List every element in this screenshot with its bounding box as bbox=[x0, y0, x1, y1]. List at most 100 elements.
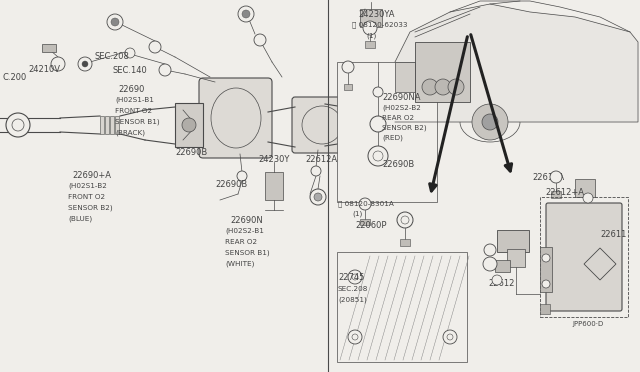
Text: 22690+A: 22690+A bbox=[72, 170, 111, 180]
Bar bbox=[395, 62, 415, 92]
Circle shape bbox=[348, 330, 362, 344]
Text: REAR O2: REAR O2 bbox=[225, 239, 257, 245]
Text: 22690N: 22690N bbox=[230, 215, 263, 224]
Text: 22745: 22745 bbox=[338, 273, 364, 282]
Text: FRONT O2: FRONT O2 bbox=[115, 108, 152, 114]
Circle shape bbox=[6, 113, 30, 137]
FancyBboxPatch shape bbox=[546, 203, 622, 311]
Circle shape bbox=[310, 189, 326, 205]
Bar bbox=[42, 44, 56, 52]
Circle shape bbox=[373, 87, 383, 97]
Bar bbox=[551, 191, 561, 198]
Circle shape bbox=[82, 61, 88, 67]
Bar bbox=[400, 239, 410, 246]
Circle shape bbox=[242, 10, 250, 18]
Circle shape bbox=[107, 14, 123, 30]
Circle shape bbox=[443, 330, 457, 344]
Text: 22690NA: 22690NA bbox=[382, 93, 420, 102]
Bar bbox=[265, 172, 283, 200]
Text: 22612+A: 22612+A bbox=[545, 187, 584, 196]
Text: (H02S2-B1: (H02S2-B1 bbox=[225, 228, 264, 234]
Circle shape bbox=[472, 104, 508, 140]
Text: 22060P: 22060P bbox=[355, 221, 387, 230]
Text: Ⓑ 08120-8301A: Ⓑ 08120-8301A bbox=[338, 201, 394, 207]
Text: 22611: 22611 bbox=[600, 230, 627, 238]
Bar bbox=[360, 219, 370, 225]
Circle shape bbox=[482, 114, 498, 130]
Bar bbox=[415, 42, 470, 102]
Bar bbox=[540, 197, 628, 317]
Bar bbox=[175, 103, 203, 147]
Bar bbox=[100, 116, 104, 134]
Circle shape bbox=[363, 21, 377, 35]
Text: (WHITE): (WHITE) bbox=[225, 261, 254, 267]
Circle shape bbox=[159, 64, 171, 76]
Circle shape bbox=[359, 198, 371, 210]
Bar bbox=[497, 230, 529, 252]
Circle shape bbox=[342, 61, 354, 73]
Text: JPP600·D: JPP600·D bbox=[572, 321, 604, 327]
Text: SENSOR B1): SENSOR B1) bbox=[115, 119, 159, 125]
Circle shape bbox=[311, 166, 321, 176]
Text: 22690B: 22690B bbox=[215, 180, 247, 189]
Circle shape bbox=[483, 257, 497, 271]
Bar bbox=[360, 9, 382, 27]
Polygon shape bbox=[395, 4, 638, 122]
FancyBboxPatch shape bbox=[292, 97, 353, 153]
Circle shape bbox=[12, 119, 24, 131]
Bar bbox=[507, 249, 525, 267]
Text: (RED): (RED) bbox=[382, 135, 403, 141]
Text: REAR O2: REAR O2 bbox=[382, 115, 414, 121]
Circle shape bbox=[314, 193, 322, 201]
Circle shape bbox=[78, 57, 92, 71]
Circle shape bbox=[368, 146, 388, 166]
Text: (20851): (20851) bbox=[338, 297, 367, 303]
Text: SENSOR B1): SENSOR B1) bbox=[225, 250, 269, 256]
Bar bbox=[105, 116, 109, 134]
Bar bbox=[540, 247, 552, 292]
Text: C.200: C.200 bbox=[2, 73, 26, 81]
Circle shape bbox=[397, 212, 413, 228]
Text: 22611A: 22611A bbox=[532, 173, 564, 182]
Circle shape bbox=[125, 48, 135, 58]
Circle shape bbox=[583, 193, 593, 203]
Text: (BLUE): (BLUE) bbox=[68, 216, 92, 222]
Bar bbox=[115, 116, 119, 134]
Text: (1): (1) bbox=[352, 211, 362, 217]
Circle shape bbox=[542, 280, 550, 288]
Circle shape bbox=[149, 41, 161, 53]
Text: SENSOR B2): SENSOR B2) bbox=[68, 205, 113, 211]
Text: 22690: 22690 bbox=[118, 84, 145, 93]
Circle shape bbox=[254, 34, 266, 46]
Circle shape bbox=[238, 6, 254, 22]
Text: 22612: 22612 bbox=[488, 279, 515, 289]
Bar bbox=[337, 252, 467, 362]
Circle shape bbox=[111, 18, 119, 26]
Text: SEC.140: SEC.140 bbox=[112, 65, 147, 74]
Bar bbox=[337, 62, 437, 202]
Bar bbox=[110, 116, 114, 134]
FancyBboxPatch shape bbox=[199, 78, 272, 158]
Bar bbox=[540, 304, 550, 314]
Text: Ⓑ 08120-62033: Ⓑ 08120-62033 bbox=[352, 22, 408, 28]
Bar bbox=[344, 84, 352, 90]
Text: 24230YA: 24230YA bbox=[358, 10, 394, 19]
Circle shape bbox=[550, 171, 562, 183]
Bar bbox=[495, 260, 510, 272]
Circle shape bbox=[370, 116, 386, 132]
Circle shape bbox=[182, 118, 196, 132]
Circle shape bbox=[448, 79, 464, 95]
Text: (H02S2-B2: (H02S2-B2 bbox=[382, 105, 421, 111]
Text: (1): (1) bbox=[366, 33, 376, 39]
Text: 22690B: 22690B bbox=[382, 160, 414, 169]
Circle shape bbox=[422, 79, 438, 95]
Text: 24210V: 24210V bbox=[28, 64, 60, 74]
Circle shape bbox=[435, 79, 451, 95]
Circle shape bbox=[484, 244, 496, 256]
Circle shape bbox=[51, 57, 65, 71]
Text: (BRACK): (BRACK) bbox=[115, 130, 145, 136]
Text: SEC.208: SEC.208 bbox=[94, 51, 129, 61]
Text: SENSOR B2): SENSOR B2) bbox=[382, 125, 427, 131]
Circle shape bbox=[492, 275, 502, 285]
Bar bbox=[575, 179, 595, 197]
